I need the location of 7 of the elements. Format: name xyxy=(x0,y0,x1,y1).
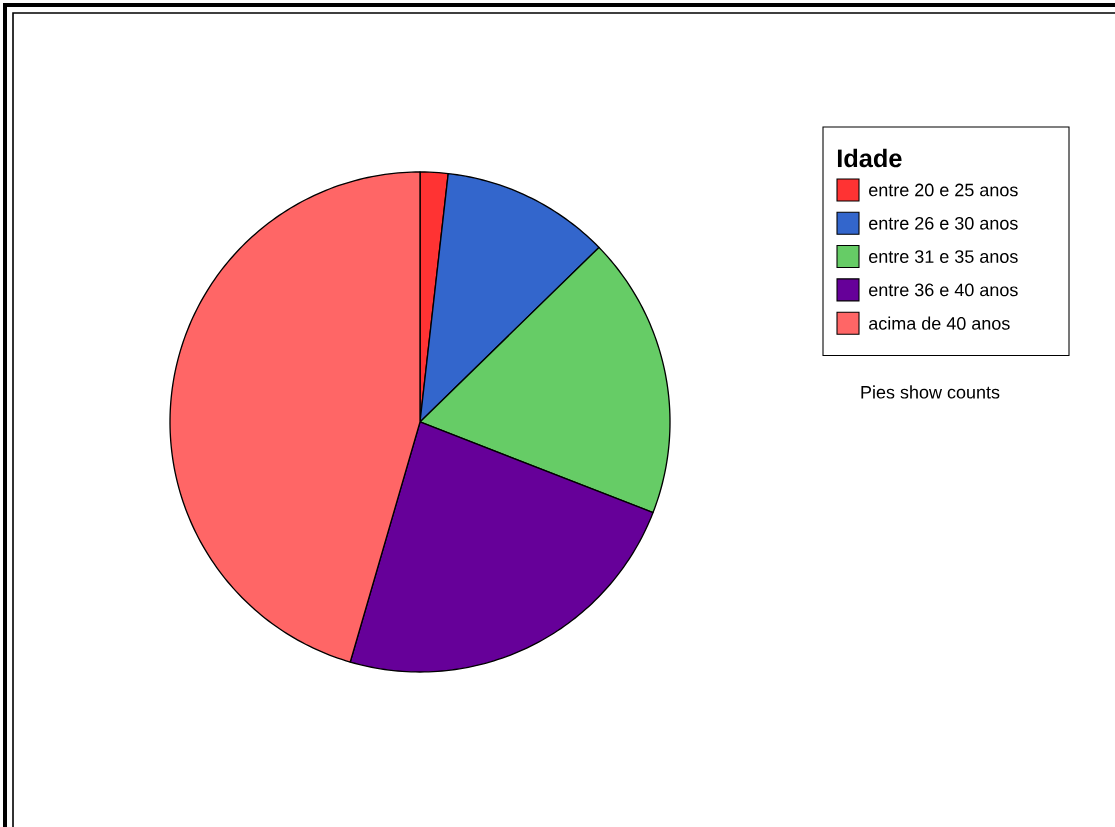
legend-label: entre 36 e 40 anos xyxy=(869,283,1018,297)
legend-label: entre 20 e 25 anos xyxy=(869,183,1018,197)
legend-label: entre 26 e 30 anos xyxy=(869,216,1018,230)
legend-title: Idade xyxy=(837,148,902,168)
legend-label: entre 31 e 35 anos xyxy=(869,250,1018,263)
legend-label: acima de 40 anos xyxy=(869,316,1010,330)
text: Pies show counts xyxy=(861,385,1000,399)
